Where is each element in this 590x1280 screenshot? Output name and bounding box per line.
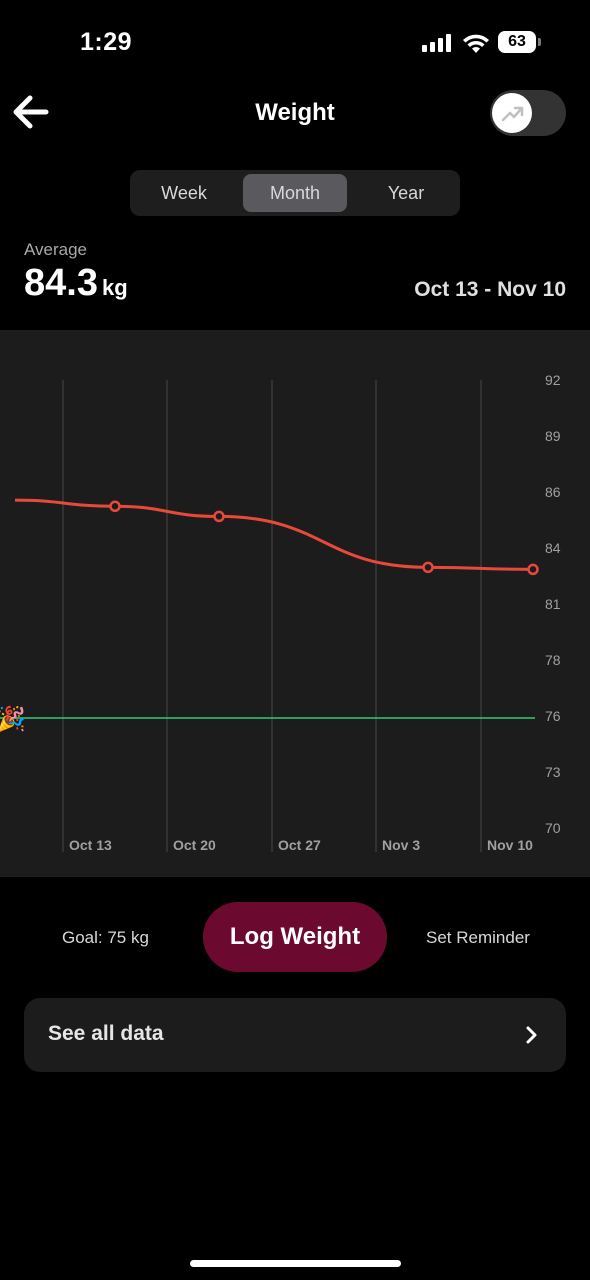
average-weight: 84.3 kg bbox=[24, 262, 128, 305]
trend-arrow-icon bbox=[501, 106, 524, 122]
y-tick-label: 78 bbox=[545, 652, 561, 668]
tab-month[interactable]: Month bbox=[243, 174, 347, 212]
data-point bbox=[109, 500, 121, 513]
log-weight-button[interactable]: Log Weight bbox=[203, 902, 387, 972]
average-label: Average bbox=[24, 240, 88, 259]
status-time: 1:29 bbox=[80, 28, 133, 56]
x-tick-label: Oct 13 bbox=[69, 837, 112, 853]
goal-text: Goal: 75 kg bbox=[62, 928, 149, 947]
battery-cap bbox=[538, 38, 541, 46]
y-tick-label: 81 bbox=[545, 596, 561, 612]
set-reminder-button[interactable]: Set Reminder bbox=[426, 928, 530, 947]
date-range: Oct 13 - Nov 10 bbox=[414, 278, 566, 301]
tab-year[interactable]: Year bbox=[387, 183, 425, 203]
battery-indicator: 63 bbox=[498, 31, 544, 55]
data-point bbox=[527, 563, 539, 576]
cellular-signal-icon bbox=[422, 34, 451, 52]
page-title: Weight bbox=[255, 99, 335, 126]
average-value: 84.3 bbox=[24, 262, 98, 304]
x-tick-label: Oct 27 bbox=[278, 837, 321, 853]
data-point bbox=[422, 561, 434, 574]
chevron-right-icon bbox=[526, 1026, 537, 1044]
battery-level: 63 bbox=[498, 31, 536, 53]
party-popper-icon: 🎉 bbox=[0, 705, 26, 733]
weight-chart[interactable]: 🎉 92 89 86 84 81 78 76 73 70 Oct 13 Oct 20 Oct 27 N… bbox=[0, 330, 590, 877]
wifi-icon bbox=[463, 34, 489, 53]
toggle-knob bbox=[492, 93, 532, 133]
y-tick-label: 73 bbox=[545, 764, 561, 780]
trend-view-toggle[interactable] bbox=[490, 90, 566, 136]
tab-week[interactable]: Week bbox=[161, 183, 207, 203]
weight-line bbox=[14, 498, 534, 571]
y-tick-label: 86 bbox=[545, 484, 561, 500]
range-segmented-control: Week Month Year bbox=[130, 170, 460, 216]
weight-chart-svg: 🎉 92 89 86 84 81 78 76 73 70 Oct 13 Oct 20 Oct 27 N… bbox=[0, 372, 561, 853]
y-tick-label: 76 bbox=[545, 708, 561, 724]
y-tick-label: 92 bbox=[545, 372, 561, 388]
back-arrow-icon[interactable] bbox=[8, 90, 56, 134]
x-tick-label: Nov 10 bbox=[487, 837, 533, 853]
home-indicator bbox=[190, 1260, 401, 1267]
y-tick-label: 70 bbox=[545, 820, 561, 836]
y-tick-label: 89 bbox=[545, 428, 561, 444]
x-tick-label: Nov 3 bbox=[382, 837, 420, 853]
y-tick-label: 84 bbox=[545, 540, 561, 556]
x-tick-label: Oct 20 bbox=[173, 837, 216, 853]
average-unit: kg bbox=[101, 275, 128, 300]
data-point bbox=[213, 510, 225, 523]
see-all-data-row[interactable]: See all data bbox=[24, 998, 566, 1072]
see-all-label: See all data bbox=[48, 1022, 164, 1045]
